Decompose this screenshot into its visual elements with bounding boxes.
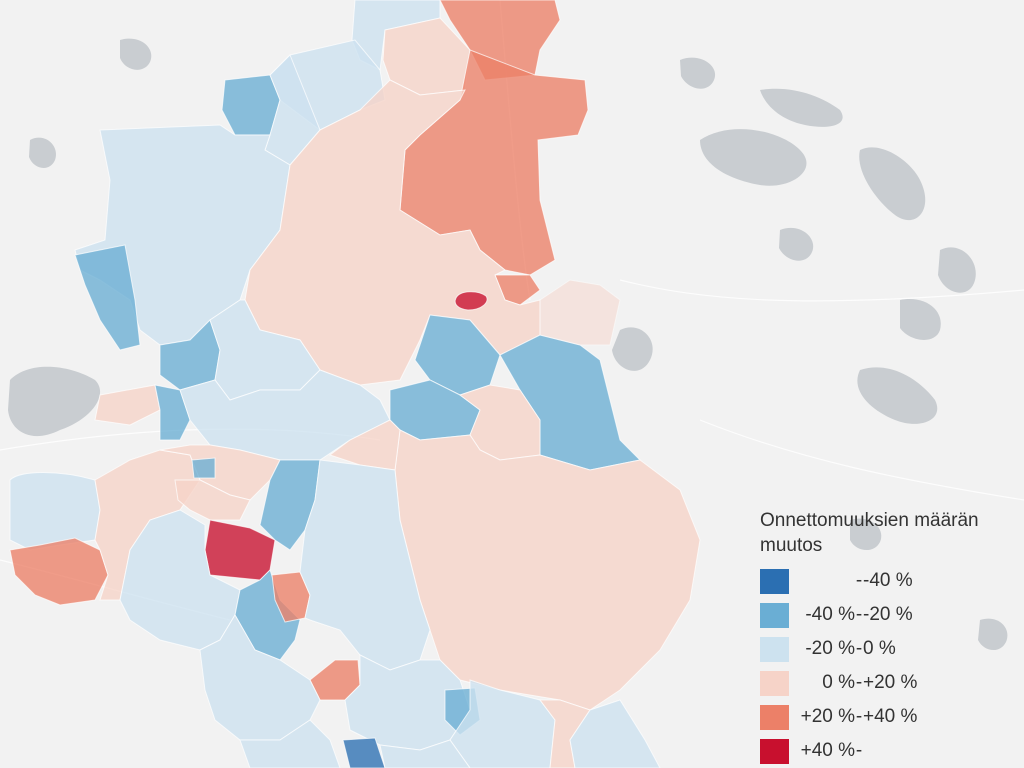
region[interactable]	[94, 384, 161, 426]
legend-range-high: -20 %	[863, 604, 913, 625]
legend-item-lt-40[interactable]: - -40 %	[760, 564, 1020, 598]
water-bodies	[8, 38, 1008, 651]
lake-4	[760, 88, 843, 127]
legend-label: 0 % - +20 %	[793, 672, 933, 694]
lake-12	[120, 38, 152, 70]
legend-label: -40 % - -20 %	[793, 604, 933, 626]
lake-3	[859, 147, 926, 221]
legend: Onnettomuuksien määrän muutos - -40 % -40 …	[760, 508, 1020, 768]
lake-1	[8, 366, 101, 437]
lake-5	[612, 327, 653, 371]
lake-11	[29, 137, 56, 168]
legend-range-separator: -	[855, 570, 863, 591]
region[interactable]	[191, 457, 216, 479]
legend-range-low: 0 %	[822, 672, 855, 693]
lake-8	[779, 227, 814, 261]
legend-item-0-p20[interactable]: 0 % - +20 %	[760, 666, 1020, 700]
lake-2	[700, 129, 807, 186]
legend-title: Onnettomuuksien määrän muutos	[760, 510, 979, 556]
lake-10	[900, 299, 941, 340]
legend-range-high: -40 %	[863, 570, 913, 591]
region[interactable]	[239, 719, 341, 768]
legend-label: -20 % -0 %	[793, 638, 933, 660]
lake-13	[850, 518, 882, 551]
legend-label: +40 % -	[793, 740, 933, 762]
legend-range-separator: -	[855, 740, 863, 761]
region[interactable]	[9, 472, 101, 551]
legend-range-separator: -	[855, 638, 863, 659]
legend-swatch	[760, 738, 789, 764]
lake-6	[857, 367, 938, 424]
legend-range-low: -40 %	[805, 604, 855, 625]
region[interactable]	[342, 737, 386, 768]
legend-swatch	[760, 670, 789, 696]
legend-range-separator: -	[855, 672, 863, 693]
legend-rows: - -40 % -40 % - -20 % -20 % -0 % 0 % - +20 % +20 %…	[760, 564, 1020, 768]
region[interactable]	[199, 614, 321, 741]
legend-range-high: +20 %	[863, 672, 918, 693]
legend-swatch	[760, 568, 789, 594]
road-5	[699, 419, 1024, 501]
legend-item-p20-p40[interactable]: +20 % - +40 %	[760, 700, 1020, 734]
region[interactable]	[449, 679, 556, 768]
legend-swatch	[760, 636, 789, 662]
regions	[9, 0, 701, 768]
lake-14	[978, 618, 1008, 651]
legend-range-separator: -	[855, 604, 863, 625]
legend-range-high	[863, 740, 925, 762]
region[interactable]	[74, 244, 141, 351]
legend-range-low	[793, 570, 855, 592]
region[interactable]	[174, 479, 251, 521]
legend-range-low: -20 %	[805, 638, 855, 659]
region[interactable]	[569, 699, 661, 768]
lake-7	[938, 247, 976, 293]
legend-label: +20 % - +40 %	[793, 706, 933, 728]
region[interactable]	[9, 537, 109, 606]
legend-swatch	[760, 704, 789, 730]
legend-swatch	[760, 602, 789, 628]
region[interactable]	[379, 739, 471, 768]
road-2	[619, 279, 1024, 302]
legend-range-low: +20 %	[800, 706, 855, 727]
legend-range-high: 0 %	[863, 638, 896, 659]
legend-label: - -40 %	[793, 570, 933, 592]
lake-9	[680, 57, 716, 89]
region[interactable]	[221, 74, 281, 136]
legend-item-gt40[interactable]: +40 % -	[760, 734, 1020, 768]
region[interactable]	[539, 279, 621, 346]
region[interactable]	[454, 291, 488, 311]
legend-range-low: +40 %	[800, 740, 855, 761]
legend-range-separator: -	[855, 706, 863, 727]
legend-item-m20-0[interactable]: -20 % -0 %	[760, 632, 1020, 666]
legend-item-m40-m20[interactable]: -40 % - -20 %	[760, 598, 1020, 632]
legend-range-high: +40 %	[863, 706, 918, 727]
